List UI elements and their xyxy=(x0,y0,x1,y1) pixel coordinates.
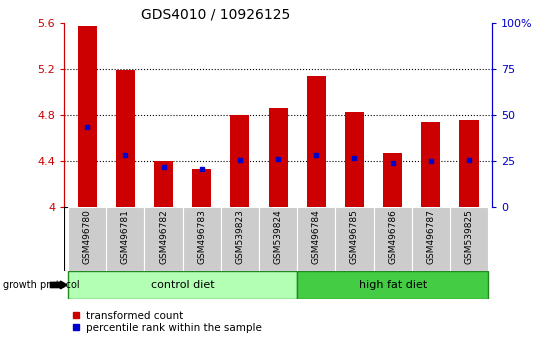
Bar xyxy=(297,207,335,271)
Legend: transformed count, percentile rank within the sample: transformed count, percentile rank withi… xyxy=(69,310,263,334)
Bar xyxy=(68,207,106,271)
Text: GSM496785: GSM496785 xyxy=(350,209,359,264)
Text: GDS4010 / 10926125: GDS4010 / 10926125 xyxy=(141,8,291,22)
Bar xyxy=(373,207,412,271)
Text: GSM496780: GSM496780 xyxy=(83,209,92,264)
Text: GSM496786: GSM496786 xyxy=(388,209,397,264)
Text: GSM539824: GSM539824 xyxy=(273,209,283,264)
Bar xyxy=(259,207,297,271)
Text: high fat diet: high fat diet xyxy=(358,280,427,290)
Text: GSM496782: GSM496782 xyxy=(159,209,168,264)
Bar xyxy=(106,207,144,271)
Bar xyxy=(192,169,211,207)
Bar xyxy=(335,207,373,271)
Text: growth protocol: growth protocol xyxy=(3,280,79,290)
Bar xyxy=(183,207,221,271)
Bar xyxy=(116,70,135,207)
Text: control diet: control diet xyxy=(151,280,215,290)
Bar xyxy=(297,271,488,299)
Bar xyxy=(450,207,488,271)
Text: GSM539825: GSM539825 xyxy=(465,209,473,264)
Bar xyxy=(230,115,249,207)
Bar xyxy=(459,120,479,207)
Bar xyxy=(345,112,364,207)
Text: GSM496783: GSM496783 xyxy=(197,209,206,264)
Text: GSM496787: GSM496787 xyxy=(427,209,435,264)
Bar xyxy=(221,207,259,271)
Bar xyxy=(421,122,440,207)
Bar xyxy=(383,153,402,207)
Text: GSM496781: GSM496781 xyxy=(121,209,130,264)
Bar xyxy=(68,271,297,299)
Bar xyxy=(412,207,450,271)
Bar xyxy=(78,27,97,207)
Bar xyxy=(144,207,183,271)
Bar xyxy=(268,108,288,207)
Bar xyxy=(307,76,326,207)
Text: GSM539823: GSM539823 xyxy=(235,209,244,264)
Text: GSM496784: GSM496784 xyxy=(312,209,321,264)
Bar xyxy=(154,161,173,207)
